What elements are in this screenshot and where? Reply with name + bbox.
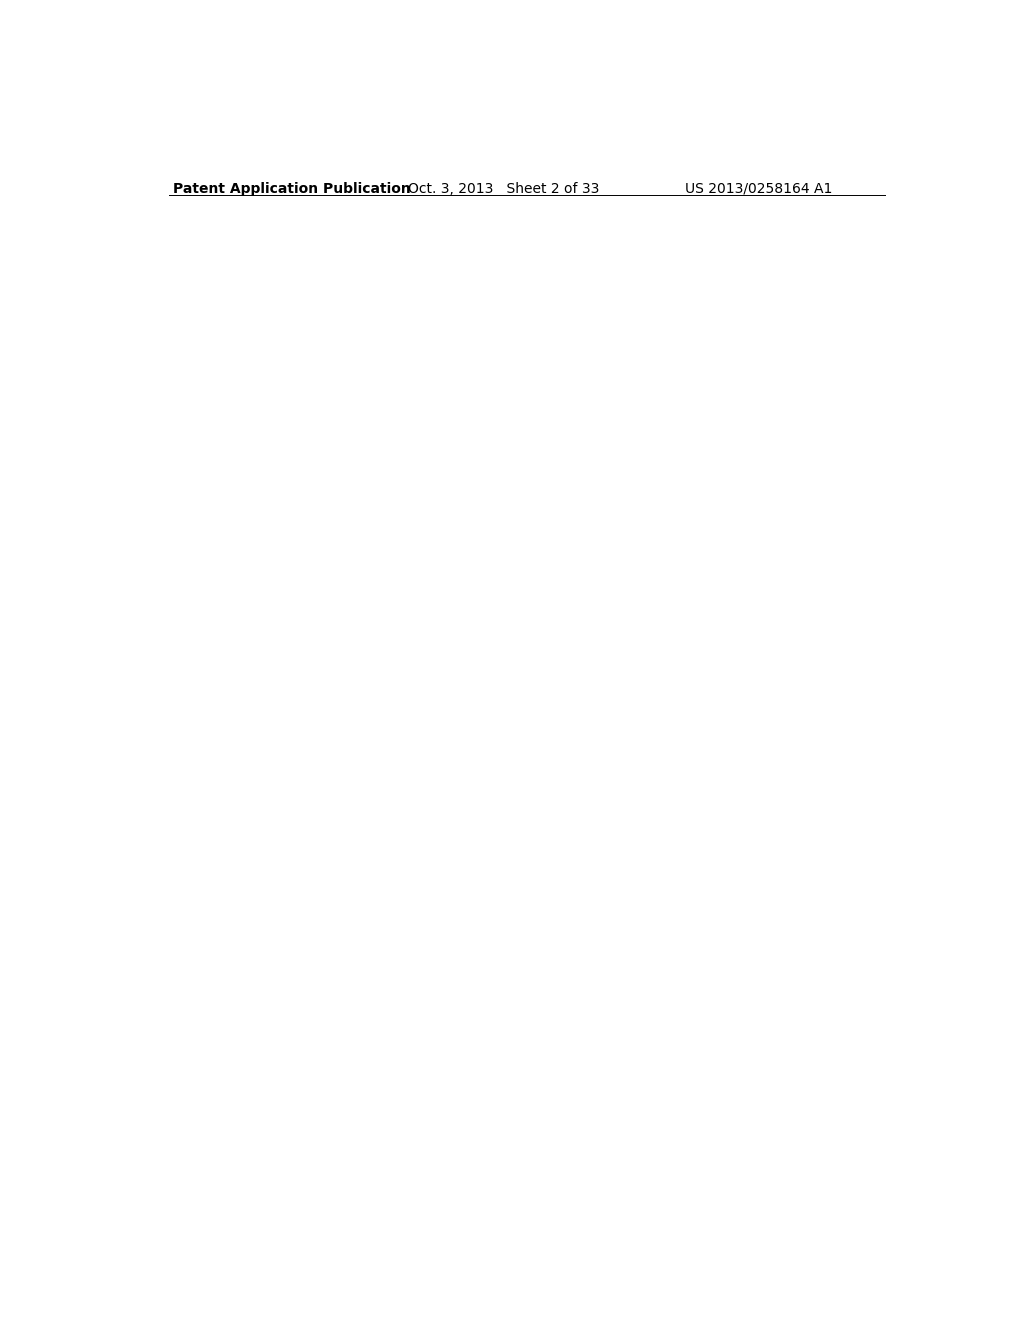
Text: US 2013/0258164 A1: US 2013/0258164 A1	[685, 182, 833, 195]
Text: Patent Application Publication: Patent Application Publication	[173, 182, 411, 195]
Text: Oct. 3, 2013   Sheet 2 of 33: Oct. 3, 2013 Sheet 2 of 33	[408, 182, 599, 195]
